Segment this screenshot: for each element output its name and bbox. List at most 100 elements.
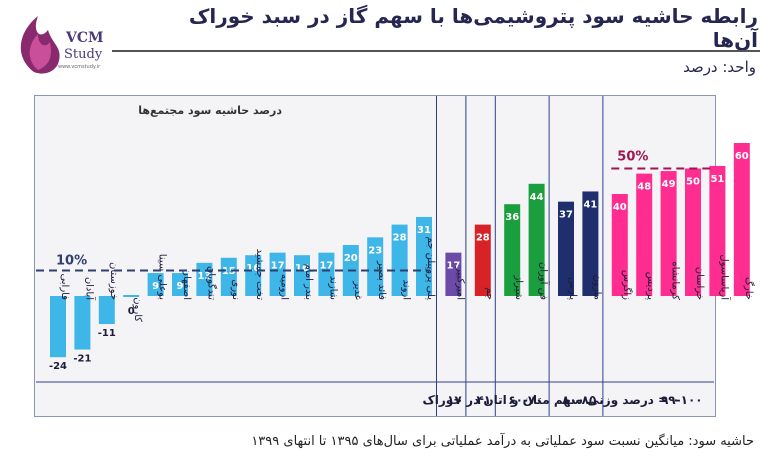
title-underline [112,50,760,52]
footnote: حاشیه سود: میانگین نسبت سود عملیاتی به د… [251,434,754,449]
bar-value-label: -11 [98,328,116,339]
category-label: بوعلی سینا [157,254,168,300]
category-label: شازند [327,276,338,300]
bar [367,237,384,296]
bar [685,168,701,296]
category-label: فارابی [59,273,70,300]
bar-value-label: 48 [637,182,651,193]
bar [147,273,164,296]
bar-value-label: -24 [49,361,67,372]
bar-value-label: 37 [559,210,573,221]
unit-label: واحد: درصد [683,58,756,76]
category-label: تخت جمشید [254,249,265,301]
category-label: پردیس [645,272,656,301]
category-label: خوزستان [108,262,119,300]
bar [269,252,286,296]
category-label: نوری [230,279,241,300]
bar-value-label: 15 [222,266,236,277]
category-label: غدیر [352,280,363,300]
category-label: فن آوران [538,262,551,300]
bar-value-label: 28 [476,233,490,244]
bar-value-label: 44 [530,192,544,203]
bar [123,295,140,297]
bar-value-label: 17 [319,261,333,272]
bar [172,273,188,296]
bar-value-label: 40 [613,202,627,213]
category-label: بندر امام [303,264,314,300]
group-label: ۸۰-۸۵ [562,393,596,407]
group-label: ۱۷ [447,393,462,407]
category-label: زاگرس [621,270,633,300]
category-label: خارگ [743,277,756,300]
bar-value-label: 36 [505,212,519,223]
category-label: اروند [401,280,412,300]
bar-value-label: 13 [197,271,211,282]
bar [74,296,91,350]
category-label: آبادان [83,277,96,301]
bar [445,252,462,296]
bar [245,255,262,296]
bar-value-label: 17 [446,261,460,272]
page-title: رابطه حاشیه سود پتروشیمی‌ها با سهم گاز د… [188,4,758,52]
bar [220,257,237,296]
bar [391,224,408,296]
category-label: فائد بصیر [376,260,387,300]
category-label: کارون [132,297,143,322]
bar [611,194,628,296]
bar-value-label: -21 [73,354,91,365]
vcm-study-logo: VCM Study www.vcmstudy.ir [20,16,104,74]
bar-value-label: 16 [295,263,309,274]
category-label: کرمانشاه [670,261,681,300]
bar-value-label: 17 [271,261,285,272]
bar [733,143,750,296]
category-label: اصفهان [181,269,192,300]
bar [528,183,545,296]
category-label: شیراز [513,274,524,300]
bar-value-label: 49 [662,179,676,190]
bar-value-label: 16 [246,263,260,274]
bar-value-label: 60 [735,151,749,162]
group-label: ۶۰-۷۰ [508,393,542,407]
category-label: پلی پروپیلن جم [425,237,436,301]
bar [709,165,726,296]
group-label: ۹۹-۱۰۰ [661,393,703,407]
bar [636,173,653,296]
category-label: پارس [567,277,578,300]
bar [582,191,599,296]
category-label: امیرکبیر [454,266,465,300]
reference-label-10: 10% [56,254,87,269]
bar [50,296,66,358]
group-label: ۰ = درصد وزنی سهم متان و اتان در خوراک [423,393,680,408]
bar [294,255,310,296]
category-label: خراسان [694,267,705,300]
bar-value-label: 28 [393,233,407,244]
bar [474,224,491,296]
category-label: تندگویان [205,266,217,300]
bar [660,171,677,296]
bar-value-label: 23 [368,245,382,256]
bar-value-label: 50 [686,177,700,188]
bar [98,296,115,325]
reference-label-50: 50% [617,150,648,165]
category-label: جم [484,287,495,300]
category-label: مارون [591,275,602,300]
bar-value-label: 31 [417,225,431,236]
group-label: ۴۱ [476,393,491,407]
category-label: ارومیه [279,274,290,300]
bar [504,204,521,296]
logo-text-bottom: Study [64,47,103,62]
bar-value-label: 20 [344,253,358,264]
bar [558,201,574,296]
bar-value-label: 9 [177,281,184,292]
chart-y-title: درصد حاشیه سود مجتمع‌ها [138,104,282,117]
bar-value-label: 9 [152,281,159,292]
bar-value-label: 41 [583,199,597,210]
category-label: آریاساسول [718,254,731,301]
logo-url: www.vcmstudy.ir [58,64,101,70]
bar [416,216,432,296]
bar-value-label: 0 [128,306,135,317]
logo-text-top: VCM [65,30,104,46]
bar-value-label: 51 [710,174,724,185]
bar [318,252,335,296]
